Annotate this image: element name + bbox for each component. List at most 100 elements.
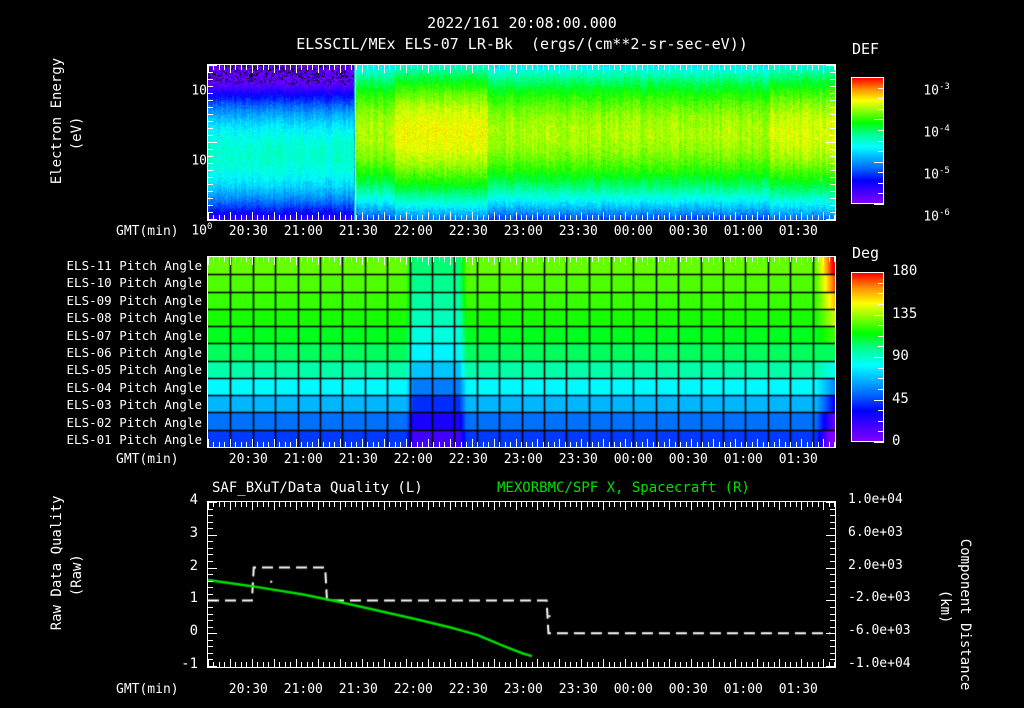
axis-tick [279,662,281,667]
axis-tick [208,652,213,654]
xtick-label: 00:00 [613,224,653,239]
axis-tick [830,184,835,185]
axis-tick [608,442,610,447]
axis-tick [383,257,385,265]
axis-tick [361,212,363,220]
axis-tick [603,502,605,510]
axis-tick [367,215,369,220]
axis-tick [251,439,253,447]
axis-tick [240,65,242,70]
axis-tick [658,442,660,447]
axis-tick [400,257,402,262]
axis-tick [208,528,213,530]
axis-tick [460,65,462,70]
axis-tick [312,215,314,220]
axis-tick [603,659,605,667]
axis-tick [208,219,217,220]
electron-energy-spectrogram[interactable] [207,64,836,221]
axis-tick [564,215,566,220]
axis-tick [284,257,286,262]
axis-tick [669,65,671,73]
panel3-ylabel-right-unit: (km) [937,556,966,624]
deg-colorbar[interactable] [851,272,884,442]
axis-tick [636,215,638,220]
axis-tick [262,662,264,667]
axis-tick [438,662,440,667]
axis-tick [641,662,643,667]
axis-tick [345,257,347,262]
panel1-ytick-100: 102 [160,70,212,110]
axis-tick [768,215,770,220]
axis-tick [751,502,753,507]
axis-tick [372,257,374,262]
pitch-angle-row-label: ELS-06 Pitch Angle [66,345,202,360]
xtick-label: 00:00 [613,682,653,697]
axis-tick [553,65,555,70]
panel3-right-ytick: 1.0e+04 [848,492,903,507]
xtick-label: 00:30 [668,452,708,467]
xtick-label: 22:00 [393,682,433,697]
axis-tick [273,212,275,220]
axis-tick [499,662,501,667]
axis-tick [356,215,358,220]
deg-colorbar-label: 180 [892,263,918,279]
axis-tick [328,215,330,220]
axis-tick [262,257,264,262]
axis-tick [762,257,764,262]
panel3-left-ytick: 3 [189,524,198,541]
axis-tick [257,257,259,262]
axis-tick [510,442,512,447]
axis-tick [482,662,484,667]
panel3-left-ytick: 2 [189,557,198,574]
axis-tick [389,257,391,262]
axis-tick [581,212,583,220]
axis-tick [290,502,292,507]
axis-tick [702,502,704,507]
axis-tick [751,662,753,667]
axis-tick [383,659,385,667]
panel3-right-ytick: 6.0e+03 [848,524,903,540]
axis-tick [510,65,512,70]
axis-tick [779,439,781,447]
pitch-angle-panel[interactable] [207,256,836,448]
axis-tick [795,662,797,667]
axis-tick [301,662,303,667]
axis-tick [830,554,835,556]
axis-tick [482,215,484,220]
axis-tick [812,662,814,667]
xtick-label: 23:00 [503,452,543,467]
axis-tick [830,170,835,171]
axis-tick [208,606,213,608]
axis-tick [537,257,539,265]
axis-tick [284,502,286,507]
axis-tick [208,554,213,556]
axis-tick [636,662,638,667]
axis-tick [586,662,588,667]
pitch-angle-row-label: ELS-05 Pitch Angle [66,362,202,378]
axis-tick [757,212,759,220]
axis-tick [361,659,363,667]
axis-tick [597,502,599,507]
pitch-angle-row-label: ELS-01 Pitch Angle [66,432,202,448]
axis-tick [383,212,385,220]
axis-tick [224,65,226,70]
axis-tick [208,149,213,150]
axis-tick [208,121,213,122]
axis-tick [438,502,440,507]
axis-tick [830,121,835,122]
axis-tick [630,442,632,447]
axis-tick [208,646,213,648]
data-quality-panel[interactable] [207,501,836,668]
xtick-label: 01:30 [778,682,818,697]
axis-tick [713,212,715,220]
axis-tick [449,257,451,265]
axis-tick [608,662,610,667]
axis-tick [350,502,352,507]
axis-tick [830,135,835,136]
axis-tick [548,65,550,70]
xtick-label: 22:30 [448,224,488,239]
axis-tick [718,215,720,220]
xtick-label: 22:00 [393,224,433,239]
axis-tick [625,257,627,265]
